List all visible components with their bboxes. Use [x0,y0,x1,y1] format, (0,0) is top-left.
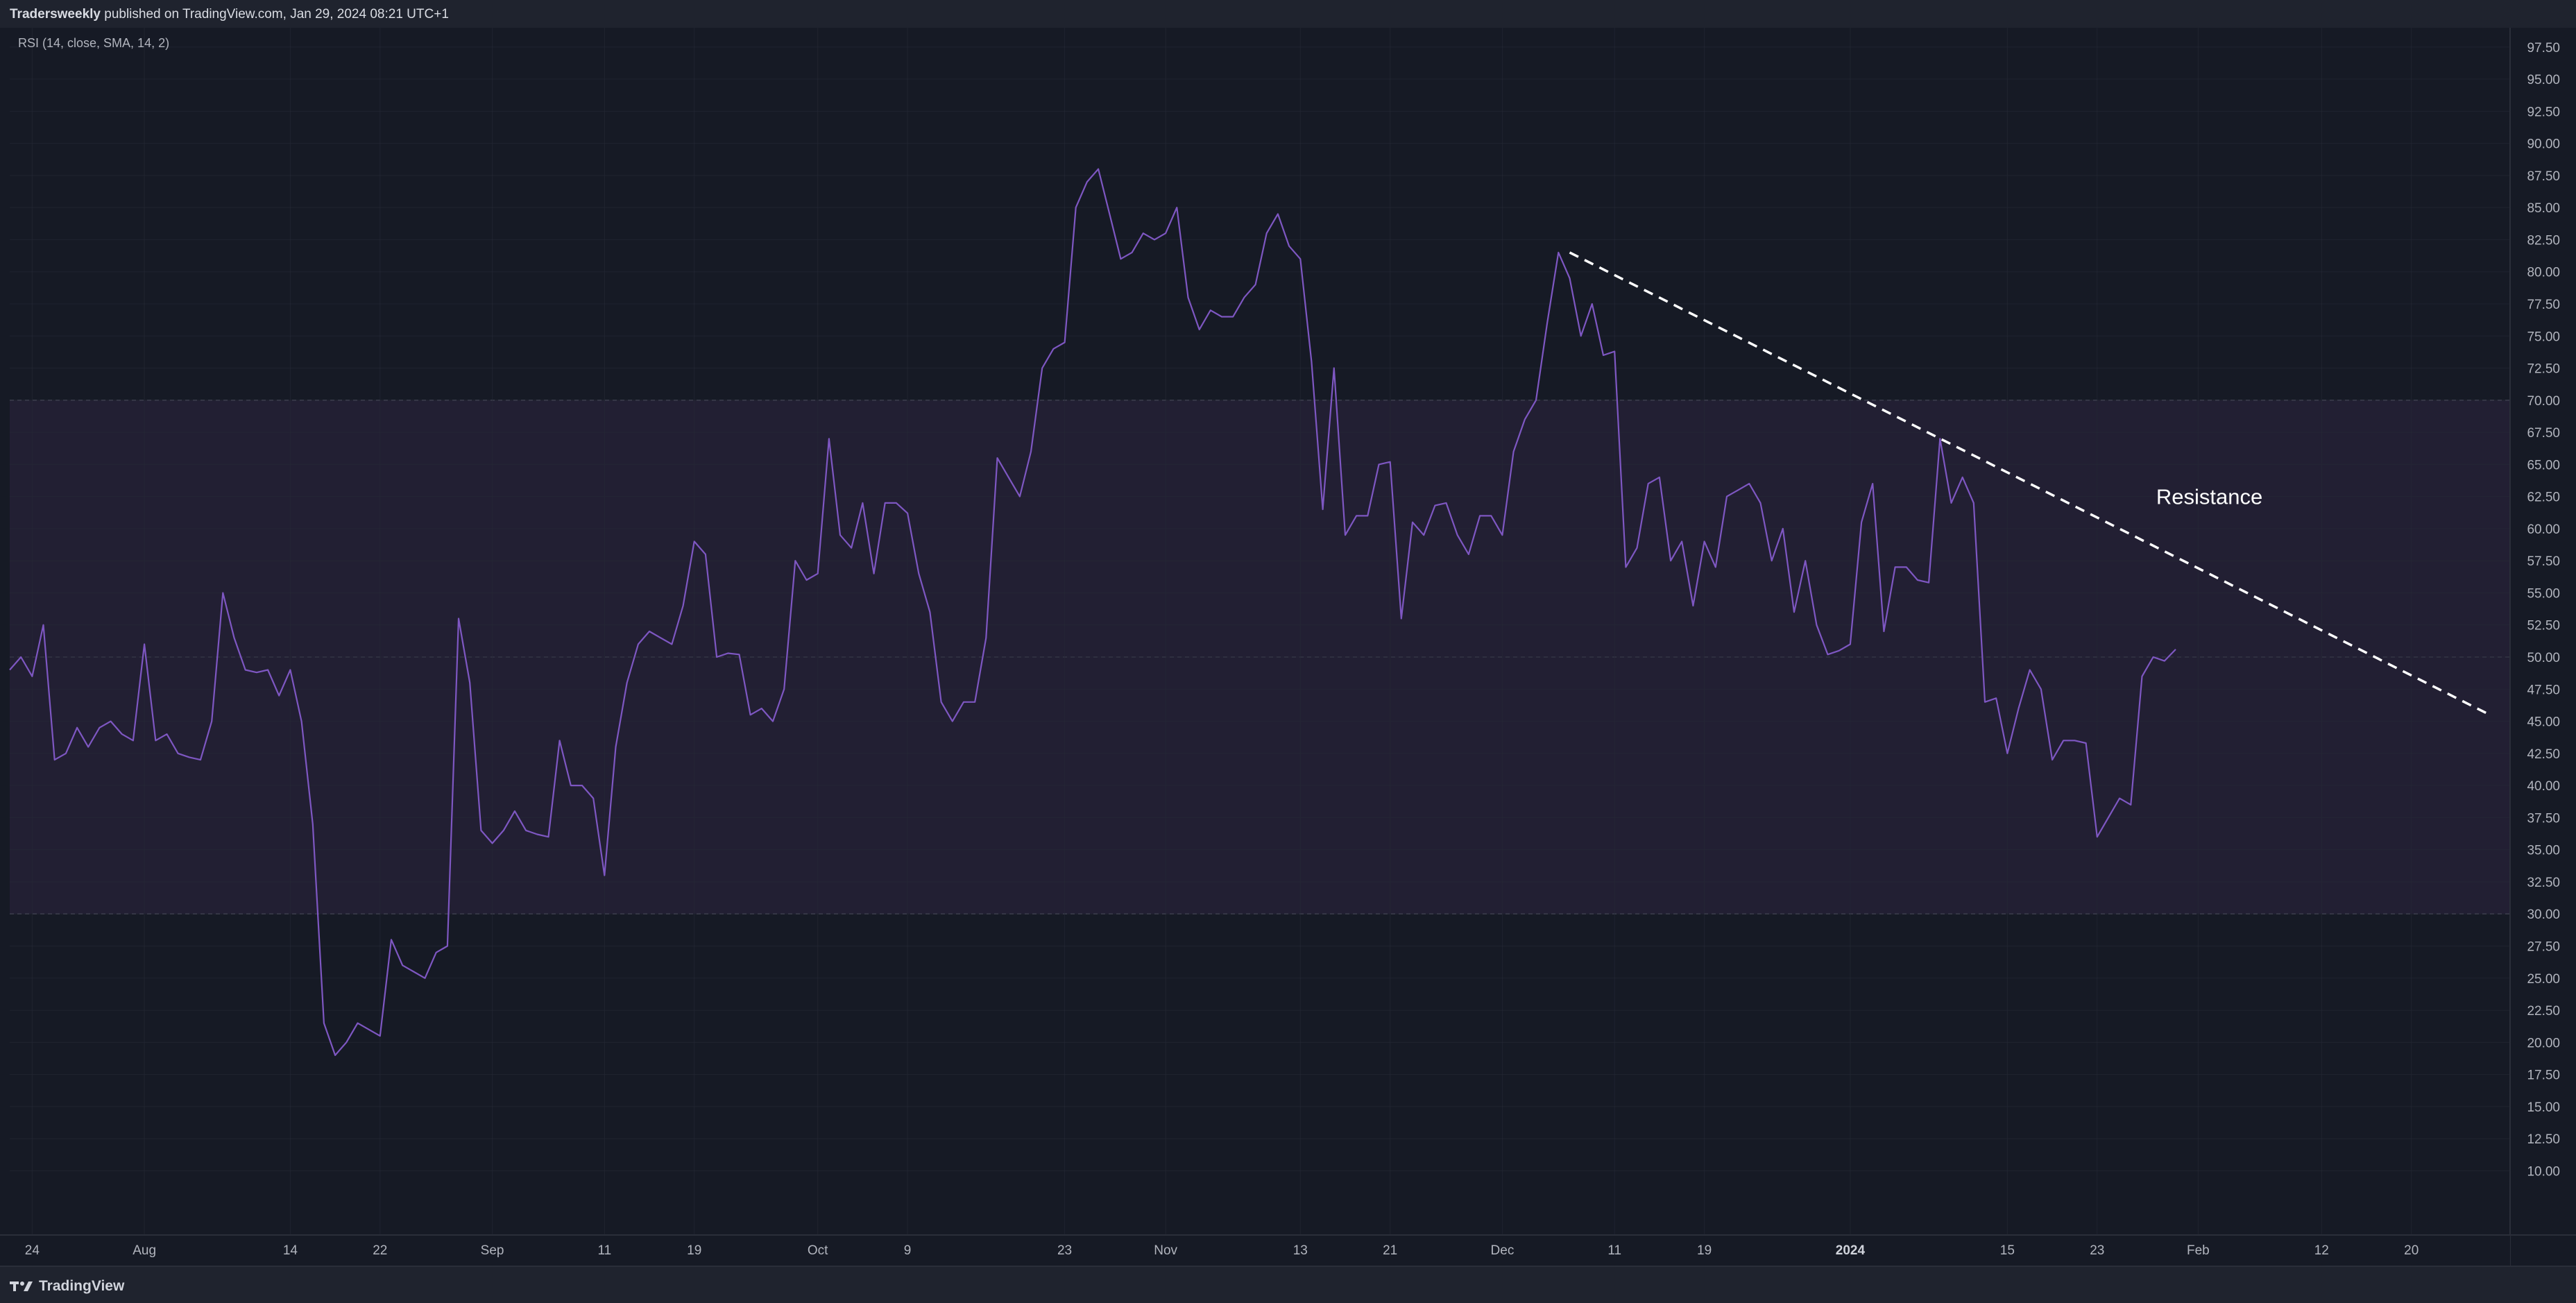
x-tick-label: Dec [1491,1243,1515,1258]
y-tick-label: 50.00 [2527,651,2560,665]
y-tick-label: 52.50 [2527,619,2560,633]
y-tick-label: 35.00 [2527,844,2560,858]
y-tick-label: 87.50 [2527,169,2560,184]
time-axis[interactable]: 24 Aug 14 22 Sep 11 19 Oct 9 23 Nov 13 21 Dec 11 19 2024… [25,1243,2419,1258]
y-tick-label: 22.50 [2527,1004,2560,1019]
y-tick-label: 42.50 [2527,747,2560,762]
x-tick-label: Sep [481,1243,504,1258]
y-tick-label: 20.00 [2527,1036,2560,1050]
x-tick-label: 2024 [1836,1243,1866,1258]
y-tick-label: 77.50 [2527,298,2560,312]
x-tick-label: 22 [373,1243,387,1258]
y-tick-label: 55.00 [2527,586,2560,601]
time-axis-background[interactable] [0,1235,2510,1266]
x-tick-label: 19 [1697,1243,1712,1258]
y-tick-label: 47.50 [2527,683,2560,697]
y-tick-label: 10.00 [2527,1164,2560,1179]
x-tick-label: 19 [687,1243,701,1258]
x-tick-label: Oct [808,1243,828,1258]
y-tick-label: 70.00 [2527,394,2560,409]
annotation-label-resistance: Resistance [2156,485,2262,509]
x-tick-label: 24 [25,1243,40,1258]
x-tick-label: 11 [597,1243,611,1258]
y-tick-label: 27.50 [2527,940,2560,955]
y-tick-label: 67.50 [2527,426,2560,441]
x-tick-label: Feb [2187,1243,2210,1258]
footer-brand: TradingView [39,1278,125,1294]
indicator-legend[interactable]: RSI (14, close, SMA, 14, 2) [18,36,169,50]
y-tick-label: 17.50 [2527,1068,2560,1083]
rsi-series[interactable] [9,168,2176,1057]
resistance-trendline[interactable] [1569,251,2491,716]
x-tick-label: Aug [133,1243,156,1258]
y-tick-label: 85.00 [2527,201,2560,216]
header-bar: Tradersweekly published on TradingView.c… [0,0,2576,29]
y-tick-label: 65.00 [2527,458,2560,472]
y-tick-label: 57.50 [2527,554,2560,569]
x-tick-label: Nov [1154,1243,1177,1258]
x-tick-label: 9 [904,1243,912,1258]
annotation-layer: Resistance [2156,485,2262,509]
x-tick-label: 11 [1607,1243,1621,1258]
x-tick-label: 23 [2090,1243,2104,1258]
tradingview-logo[interactable]: TradingView [10,1278,124,1295]
y-tick-label: 80.00 [2527,266,2560,280]
x-tick-label: 15 [2000,1243,2015,1258]
price-axis[interactable]: 97.50 95.00 92.50 90.00 87.50 85.00 82.50 80.00… [2527,41,2560,1179]
y-tick-label: 32.50 [2527,876,2560,890]
y-tick-label: 92.50 [2527,105,2560,119]
x-tick-label: 12 [2314,1243,2329,1258]
x-tick-label: 13 [1293,1243,1308,1258]
x-tick-label: 20 [2404,1243,2419,1258]
publish-text: published on TradingView.com, Jan 29, 20… [100,7,449,22]
y-tick-label: 40.00 [2527,779,2560,794]
y-tick-label: 15.00 [2527,1100,2560,1115]
author-name[interactable]: Tradersweekly [10,7,101,22]
y-tick-label: 25.00 [2527,972,2560,987]
price-axis-background[interactable] [2510,28,2576,1266]
x-tick-label: 21 [1383,1243,1397,1258]
trendline-layer[interactable] [1569,251,2491,716]
x-tick-label: 23 [1057,1243,1072,1258]
footer-bar: TradingView [0,1266,2576,1303]
y-tick-label: 75.00 [2527,330,2560,344]
y-tick-label: 37.50 [2527,811,2560,826]
y-tick-label: 90.00 [2527,137,2560,152]
y-tick-label: 12.50 [2527,1132,2560,1147]
y-tick-label: 30.00 [2527,908,2560,922]
y-tick-label: 45.00 [2527,715,2560,730]
x-tick-label: 14 [283,1243,298,1258]
y-tick-label: 62.50 [2527,491,2560,505]
grid-lines [10,28,2510,1235]
publish-info: Tradersweekly published on TradingView.c… [10,7,449,22]
tradingview-logo-icon [10,1281,33,1291]
y-tick-label: 95.00 [2527,73,2560,87]
y-tick-label: 72.50 [2527,362,2560,377]
rsi-line[interactable] [9,168,2176,1057]
y-tick-label: 60.00 [2527,522,2560,537]
y-tick-label: 82.50 [2527,233,2560,248]
rsi-chart[interactable]: Resistance 97.50 95.00 92.50 90.00 87.50 85.0… [0,28,2576,1266]
y-tick-label: 97.50 [2527,41,2560,56]
